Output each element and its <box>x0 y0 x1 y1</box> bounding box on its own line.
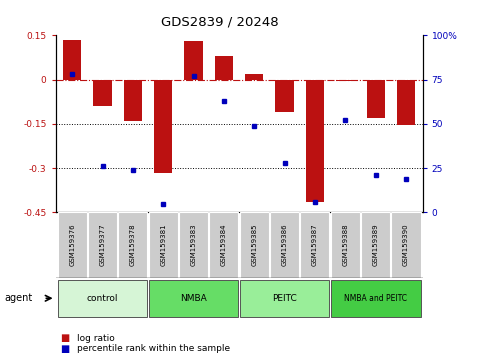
Bar <box>270 212 299 278</box>
Text: NMBA: NMBA <box>180 294 207 303</box>
Text: GSM159376: GSM159376 <box>69 224 75 267</box>
Bar <box>88 212 117 278</box>
Text: GSM159388: GSM159388 <box>342 224 348 267</box>
Text: agent: agent <box>5 293 33 303</box>
Text: GSM159377: GSM159377 <box>99 224 106 267</box>
Text: NMBA and PEITC: NMBA and PEITC <box>344 294 407 303</box>
Bar <box>154 80 172 172</box>
Bar <box>209 212 239 278</box>
Text: log ratio: log ratio <box>77 333 115 343</box>
Bar <box>336 80 355 81</box>
Bar <box>240 280 329 316</box>
Text: ■: ■ <box>60 333 70 343</box>
Bar <box>391 212 421 278</box>
Text: GSM159383: GSM159383 <box>191 224 197 267</box>
Text: GSM159386: GSM159386 <box>282 224 287 267</box>
Bar <box>124 80 142 121</box>
Text: control: control <box>87 294 118 303</box>
Text: GSM159390: GSM159390 <box>403 224 409 267</box>
Bar <box>149 212 178 278</box>
Bar <box>331 212 360 278</box>
Bar <box>63 40 81 80</box>
Bar <box>179 212 208 278</box>
Bar <box>275 80 294 112</box>
Bar <box>94 80 112 106</box>
Text: GSM159387: GSM159387 <box>312 224 318 267</box>
Bar <box>367 80 384 118</box>
Text: GSM159381: GSM159381 <box>160 224 166 267</box>
Bar <box>331 280 421 316</box>
Text: GSM159389: GSM159389 <box>372 224 379 267</box>
Text: ■: ■ <box>60 344 70 354</box>
Text: GSM159384: GSM159384 <box>221 224 227 267</box>
Text: percentile rank within the sample: percentile rank within the sample <box>77 344 230 353</box>
Bar <box>57 212 87 278</box>
Bar <box>240 212 269 278</box>
Text: GSM159385: GSM159385 <box>251 224 257 267</box>
Bar <box>215 56 233 80</box>
Text: GDS2839 / 20248: GDS2839 / 20248 <box>161 16 279 29</box>
Bar <box>397 80 415 125</box>
Bar <box>185 41 203 80</box>
Text: PEITC: PEITC <box>272 294 297 303</box>
Bar <box>361 212 390 278</box>
Bar <box>149 280 239 316</box>
Bar <box>245 74 263 80</box>
Bar <box>306 80 324 202</box>
Text: GSM159378: GSM159378 <box>130 224 136 267</box>
Bar <box>57 280 147 316</box>
Bar <box>118 212 147 278</box>
Bar <box>300 212 329 278</box>
